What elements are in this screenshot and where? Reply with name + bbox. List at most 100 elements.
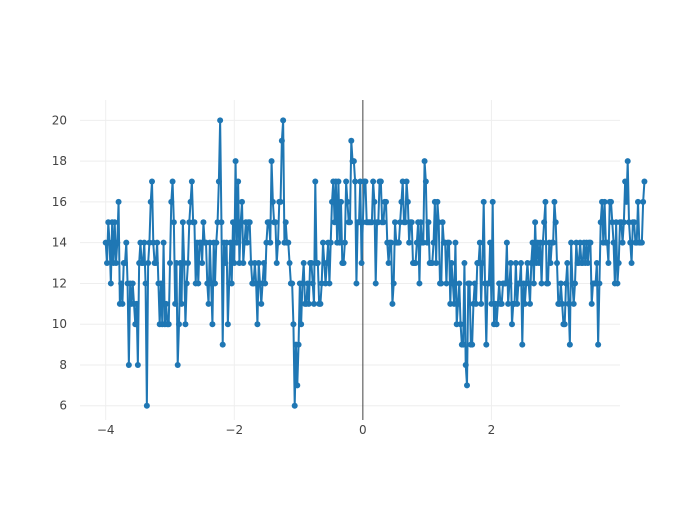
data-point [142, 280, 149, 287]
data-point [519, 341, 526, 348]
data-point [320, 239, 326, 246]
data-point [336, 239, 343, 246]
data-point [191, 219, 198, 226]
data-point [539, 239, 546, 246]
data-point [133, 300, 140, 307]
data-point [605, 260, 612, 267]
data-point [564, 260, 571, 267]
data-point [457, 321, 464, 328]
data-point [623, 198, 630, 205]
data-point [235, 178, 242, 185]
data-point [478, 300, 485, 307]
data-point [338, 198, 344, 205]
data-point [507, 260, 514, 267]
data-point [412, 260, 419, 267]
data-point [615, 260, 622, 267]
data-point [430, 239, 437, 246]
data-point [498, 300, 505, 307]
data-point [358, 260, 365, 267]
data-point [304, 280, 311, 287]
data-point [455, 300, 461, 307]
data-point [462, 361, 469, 368]
data-point [149, 178, 155, 185]
data-point [619, 239, 626, 246]
data-point [182, 321, 189, 328]
data-point [443, 280, 450, 287]
data-point [122, 260, 128, 267]
data-point [312, 178, 319, 185]
data-point [285, 239, 292, 246]
data-point [280, 117, 287, 124]
data-point [395, 239, 402, 246]
data-point [528, 260, 535, 267]
data-point [158, 280, 164, 287]
data-point [272, 219, 279, 226]
data-point [129, 280, 136, 287]
data-point [218, 219, 225, 226]
data-point [348, 137, 355, 144]
data-point [536, 260, 542, 267]
data-point [532, 219, 539, 226]
data-point [160, 239, 167, 246]
data-point [588, 300, 595, 307]
data-point [610, 239, 617, 246]
data-point [327, 239, 334, 246]
data-point [209, 321, 216, 328]
data-point [473, 300, 479, 307]
data-point [563, 280, 569, 287]
data-point [278, 137, 285, 144]
data-point [527, 300, 533, 307]
data-point [222, 260, 229, 267]
data-point [530, 280, 537, 287]
data-point [217, 117, 224, 124]
data-point [608, 198, 614, 205]
data-point [620, 219, 627, 226]
data-point [107, 280, 114, 287]
data-point [205, 300, 212, 307]
data-point [140, 260, 146, 267]
y-tick-label: 14 [52, 236, 67, 250]
data-point [554, 260, 560, 267]
series-line-path [104, 119, 646, 407]
data-point [635, 198, 641, 205]
data-point [404, 198, 411, 205]
data-point [347, 219, 353, 226]
data-point [125, 361, 132, 368]
data-point [237, 219, 244, 226]
data-point [215, 178, 222, 185]
data-point [118, 280, 125, 287]
data-point [372, 280, 379, 287]
data-point [572, 280, 578, 287]
data-point [267, 239, 274, 246]
data-point [547, 260, 554, 267]
data-point [439, 219, 446, 226]
data-point [518, 260, 524, 267]
data-point [380, 219, 387, 226]
data-point [506, 280, 513, 287]
data-point [638, 239, 645, 246]
data-point [388, 239, 395, 246]
data-point [176, 321, 182, 328]
data-point [305, 300, 312, 307]
data-point [417, 219, 424, 226]
x-tick-label: −2 [225, 423, 243, 437]
data-point [622, 178, 629, 185]
x-tick-label: 0 [359, 423, 367, 437]
data-point [213, 239, 220, 246]
data-point [266, 219, 272, 226]
data-point [480, 198, 487, 205]
data-point [343, 178, 350, 185]
data-point [341, 239, 348, 246]
data-point [466, 280, 473, 287]
data-point [552, 219, 559, 226]
data-point [340, 260, 347, 267]
data-point [353, 280, 360, 287]
data-point [314, 260, 321, 267]
data-point [509, 321, 515, 328]
data-point [595, 341, 602, 348]
data-point [331, 219, 338, 226]
data-point [557, 280, 564, 287]
data-point [514, 300, 521, 307]
